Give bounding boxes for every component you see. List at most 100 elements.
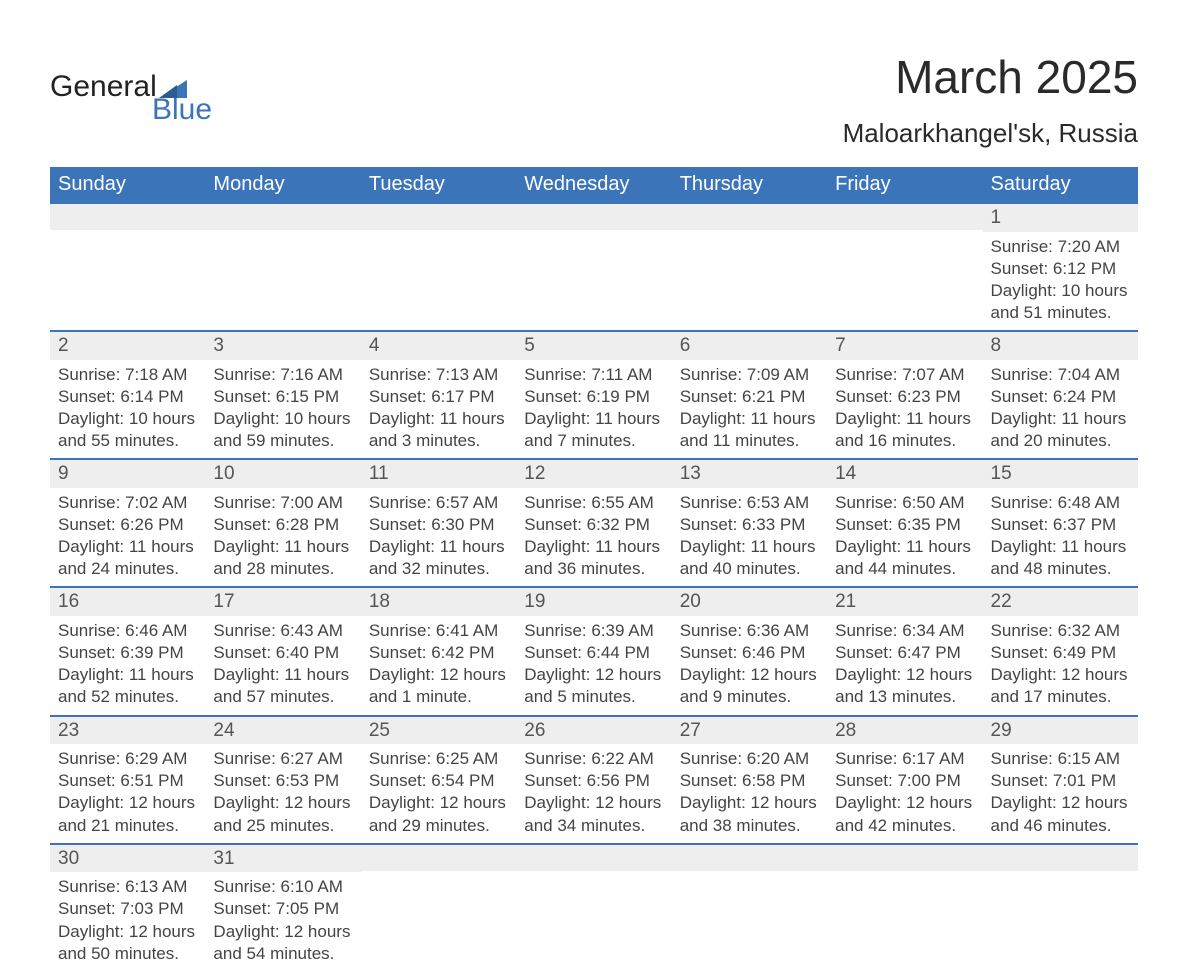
dow-saturday: Saturday <box>983 167 1138 203</box>
day-body: Sunrise: 6:41 AMSunset: 6:42 PMDaylight:… <box>361 616 516 714</box>
day-body: Sunrise: 6:55 AMSunset: 6:32 PMDaylight:… <box>516 488 671 586</box>
day-number: 11 <box>361 460 516 488</box>
sunset-line: Sunset: 6:19 PM <box>524 386 663 408</box>
calendar-cell: 4Sunrise: 7:13 AMSunset: 6:17 PMDaylight… <box>361 331 516 459</box>
sunset-line: Sunset: 6:24 PM <box>991 386 1130 408</box>
sunset-line: Sunset: 7:05 PM <box>213 898 352 920</box>
header: General Blue March 2025 Maloarkhangel'sk… <box>50 50 1138 149</box>
sunrise-line: Sunrise: 7:00 AM <box>213 492 352 514</box>
day-body: Sunrise: 7:13 AMSunset: 6:17 PMDaylight:… <box>361 360 516 458</box>
day-number: 30 <box>50 845 205 873</box>
calendar-cell: 8Sunrise: 7:04 AMSunset: 6:24 PMDaylight… <box>983 331 1138 459</box>
day-number: 5 <box>516 332 671 360</box>
calendar-cell: 25Sunrise: 6:25 AMSunset: 6:54 PMDayligh… <box>361 716 516 844</box>
day-number: 14 <box>827 460 982 488</box>
day-number: 13 <box>672 460 827 488</box>
calendar-cell <box>205 203 360 331</box>
daylight-line: Daylight: 11 hours and 3 minutes. <box>369 408 508 452</box>
calendar-week-row: 2Sunrise: 7:18 AMSunset: 6:14 PMDaylight… <box>50 331 1138 459</box>
daylight-line: Daylight: 10 hours and 55 minutes. <box>58 408 197 452</box>
calendar-cell: 15Sunrise: 6:48 AMSunset: 6:37 PMDayligh… <box>983 459 1138 587</box>
calendar-cell <box>50 203 205 331</box>
day-number: 28 <box>827 717 982 745</box>
calendar-cell <box>983 844 1138 971</box>
day-number: 8 <box>983 332 1138 360</box>
calendar-cell: 24Sunrise: 6:27 AMSunset: 6:53 PMDayligh… <box>205 716 360 844</box>
sunset-line: Sunset: 6:26 PM <box>58 514 197 536</box>
sunset-line: Sunset: 7:01 PM <box>991 770 1130 792</box>
day-body: Sunrise: 6:43 AMSunset: 6:40 PMDaylight:… <box>205 616 360 714</box>
sunset-line: Sunset: 6:54 PM <box>369 770 508 792</box>
day-body: Sunrise: 7:20 AMSunset: 6:12 PMDaylight:… <box>983 232 1138 330</box>
dow-tuesday: Tuesday <box>361 167 516 203</box>
sunset-line: Sunset: 6:53 PM <box>213 770 352 792</box>
title-location: Maloarkhangel'sk, Russia <box>843 118 1138 149</box>
sunset-line: Sunset: 6:17 PM <box>369 386 508 408</box>
calendar-cell: 6Sunrise: 7:09 AMSunset: 6:21 PMDaylight… <box>672 331 827 459</box>
day-body: Sunrise: 6:29 AMSunset: 6:51 PMDaylight:… <box>50 744 205 842</box>
sunset-line: Sunset: 7:03 PM <box>58 898 197 920</box>
daylight-line: Daylight: 11 hours and 36 minutes. <box>524 536 663 580</box>
day-body: Sunrise: 7:04 AMSunset: 6:24 PMDaylight:… <box>983 360 1138 458</box>
sunrise-line: Sunrise: 6:53 AM <box>680 492 819 514</box>
day-body: Sunrise: 6:22 AMSunset: 6:56 PMDaylight:… <box>516 744 671 842</box>
sunset-line: Sunset: 6:21 PM <box>680 386 819 408</box>
sunrise-line: Sunrise: 6:36 AM <box>680 620 819 642</box>
daylight-line: Daylight: 11 hours and 7 minutes. <box>524 408 663 452</box>
day-number: 26 <box>516 717 671 745</box>
day-body: Sunrise: 7:16 AMSunset: 6:15 PMDaylight:… <box>205 360 360 458</box>
daylight-line: Daylight: 11 hours and 20 minutes. <box>991 408 1130 452</box>
calendar-cell: 2Sunrise: 7:18 AMSunset: 6:14 PMDaylight… <box>50 331 205 459</box>
day-body: Sunrise: 6:50 AMSunset: 6:35 PMDaylight:… <box>827 488 982 586</box>
sunrise-line: Sunrise: 6:32 AM <box>991 620 1130 642</box>
sunrise-line: Sunrise: 6:57 AM <box>369 492 508 514</box>
daylight-line: Daylight: 12 hours and 50 minutes. <box>58 921 197 965</box>
day-body: Sunrise: 6:17 AMSunset: 7:00 PMDaylight:… <box>827 744 982 842</box>
day-body: Sunrise: 6:20 AMSunset: 6:58 PMDaylight:… <box>672 744 827 842</box>
sunrise-line: Sunrise: 6:17 AM <box>835 748 974 770</box>
day-body: Sunrise: 6:57 AMSunset: 6:30 PMDaylight:… <box>361 488 516 586</box>
calendar-cell: 13Sunrise: 6:53 AMSunset: 6:33 PMDayligh… <box>672 459 827 587</box>
day-body: Sunrise: 6:13 AMSunset: 7:03 PMDaylight:… <box>50 872 205 970</box>
sunrise-line: Sunrise: 7:11 AM <box>524 364 663 386</box>
day-number: 22 <box>983 588 1138 616</box>
daylight-line: Daylight: 12 hours and 1 minute. <box>369 664 508 708</box>
sunset-line: Sunset: 7:00 PM <box>835 770 974 792</box>
calendar-cell: 14Sunrise: 6:50 AMSunset: 6:35 PMDayligh… <box>827 459 982 587</box>
sunset-line: Sunset: 6:35 PM <box>835 514 974 536</box>
daylight-line: Daylight: 12 hours and 46 minutes. <box>991 792 1130 836</box>
sunrise-line: Sunrise: 6:27 AM <box>213 748 352 770</box>
day-body: Sunrise: 6:34 AMSunset: 6:47 PMDaylight:… <box>827 616 982 714</box>
day-number: 1 <box>983 204 1138 232</box>
page: General Blue March 2025 Maloarkhangel'sk… <box>0 0 1188 971</box>
sunrise-line: Sunrise: 6:29 AM <box>58 748 197 770</box>
calendar-cell: 26Sunrise: 6:22 AMSunset: 6:56 PMDayligh… <box>516 716 671 844</box>
dow-thursday: Thursday <box>672 167 827 203</box>
day-body: Sunrise: 6:53 AMSunset: 6:33 PMDaylight:… <box>672 488 827 586</box>
calendar-cell <box>516 844 671 971</box>
sunset-line: Sunset: 6:51 PM <box>58 770 197 792</box>
sunrise-line: Sunrise: 7:16 AM <box>213 364 352 386</box>
calendar-week-row: 23Sunrise: 6:29 AMSunset: 6:51 PMDayligh… <box>50 716 1138 844</box>
calendar-cell <box>516 203 671 331</box>
day-number: 10 <box>205 460 360 488</box>
calendar-cell: 11Sunrise: 6:57 AMSunset: 6:30 PMDayligh… <box>361 459 516 587</box>
calendar-cell: 12Sunrise: 6:55 AMSunset: 6:32 PMDayligh… <box>516 459 671 587</box>
calendar-cell <box>361 844 516 971</box>
sunrise-line: Sunrise: 7:02 AM <box>58 492 197 514</box>
calendar-week-row: 9Sunrise: 7:02 AMSunset: 6:26 PMDaylight… <box>50 459 1138 587</box>
day-body: Sunrise: 6:48 AMSunset: 6:37 PMDaylight:… <box>983 488 1138 586</box>
sunrise-line: Sunrise: 6:43 AM <box>213 620 352 642</box>
sunrise-line: Sunrise: 7:18 AM <box>58 364 197 386</box>
sunset-line: Sunset: 6:56 PM <box>524 770 663 792</box>
day-number: 4 <box>361 332 516 360</box>
calendar-table: Sunday Monday Tuesday Wednesday Thursday… <box>50 167 1138 971</box>
dow-friday: Friday <box>827 167 982 203</box>
daylight-line: Daylight: 12 hours and 21 minutes. <box>58 792 197 836</box>
daylight-line: Daylight: 11 hours and 57 minutes. <box>213 664 352 708</box>
daylight-line: Daylight: 12 hours and 25 minutes. <box>213 792 352 836</box>
calendar-cell: 10Sunrise: 7:00 AMSunset: 6:28 PMDayligh… <box>205 459 360 587</box>
day-body: Sunrise: 6:39 AMSunset: 6:44 PMDaylight:… <box>516 616 671 714</box>
calendar-header-row: Sunday Monday Tuesday Wednesday Thursday… <box>50 167 1138 203</box>
daylight-line: Daylight: 11 hours and 48 minutes. <box>991 536 1130 580</box>
